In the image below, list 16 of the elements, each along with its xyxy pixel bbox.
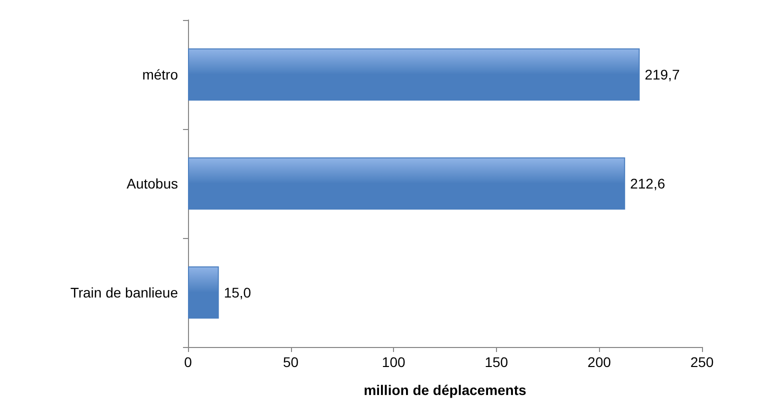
x-tick-label: 200 (588, 354, 612, 370)
y-tick-label: Autobus (126, 176, 178, 192)
x-tick-label: 250 (690, 354, 714, 370)
bar (188, 48, 640, 101)
y-tick-label: métro (142, 66, 178, 82)
data-label: 219,7 (644, 66, 680, 82)
data-label: 212,6 (630, 176, 666, 192)
x-tick-label: 0 (184, 354, 192, 370)
bar (188, 266, 219, 319)
x-axis-title: million de déplacements (364, 382, 527, 398)
x-tick-label: 100 (382, 354, 406, 370)
data-label: 15,0 (224, 284, 252, 300)
x-tick-label: 50 (283, 354, 299, 370)
y-tick-label: Train de banlieue (70, 284, 178, 300)
bar (188, 157, 626, 210)
x-tick-label: 150 (484, 354, 508, 370)
